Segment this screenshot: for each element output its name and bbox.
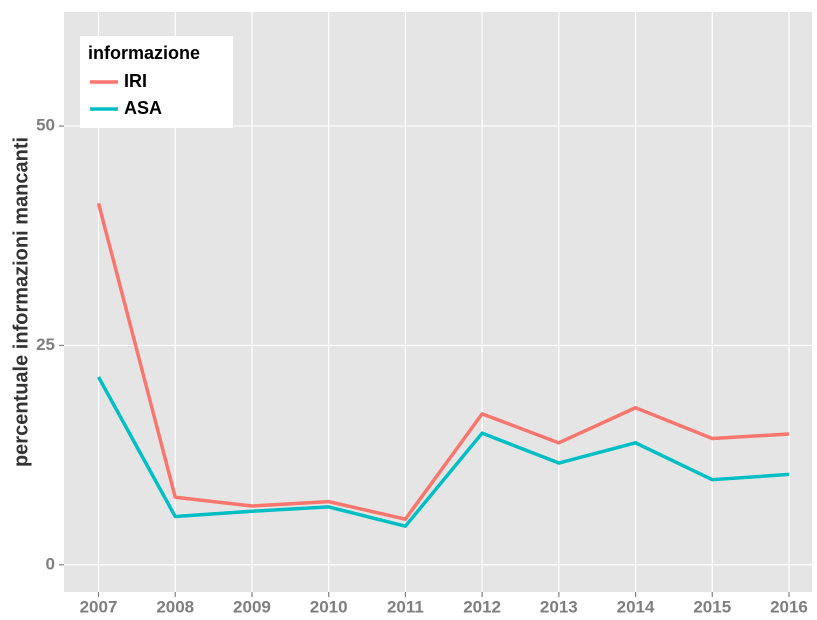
y-tick-label: 50 — [36, 116, 55, 135]
x-tick-label: 2008 — [156, 597, 194, 616]
series-line — [96, 202, 790, 521]
x-tick-label: 2013 — [540, 597, 578, 616]
x-tick-label: 2009 — [233, 597, 271, 616]
y-tick-label: 25 — [36, 335, 55, 354]
x-tick-label: 2010 — [310, 597, 348, 616]
y-tick-label: 0 — [46, 554, 55, 573]
x-tick-label: 2015 — [693, 597, 731, 616]
legend-label: IRI — [124, 71, 147, 91]
x-tick-label: 2007 — [80, 597, 118, 616]
x-tick-label: 2012 — [463, 597, 501, 616]
legend-label: ASA — [124, 98, 162, 118]
legend-title: informazione — [88, 43, 200, 63]
x-tick-label: 2016 — [770, 597, 808, 616]
legend: informazione IRI ASA — [80, 36, 233, 128]
y-axis-label: percentuale informazioni mancanti — [10, 137, 32, 467]
series-line — [96, 376, 790, 528]
x-tick-label: 2011 — [387, 597, 424, 616]
lines — [96, 202, 790, 528]
x-tick-label: 2014 — [617, 597, 655, 616]
